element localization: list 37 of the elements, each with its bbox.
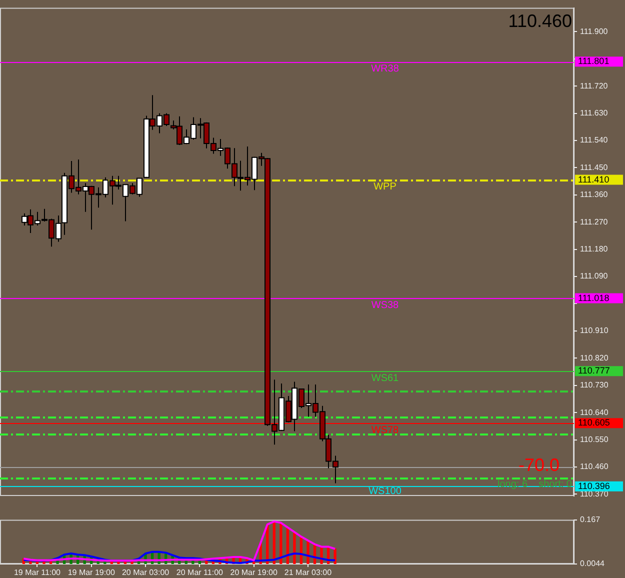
y-tick-label: 111.540: [580, 136, 608, 145]
y-tick-label: 111.450: [580, 162, 608, 172]
x-tick-label: 20 Mar 03:00: [122, 568, 170, 578]
text: 111.018: [578, 292, 610, 303]
y-tick-label: 110.820: [580, 353, 609, 362]
text: 110.396: [578, 480, 610, 491]
x-tick-label: 19 Mar 11:00: [14, 568, 62, 578]
ref-line-label: WS61: [371, 372, 400, 384]
text: 110.777: [578, 366, 610, 376]
ref-line-label: WS100: [368, 486, 402, 497]
y-tick-label: 111.090: [580, 272, 608, 281]
y-tick-label: 111.630: [580, 108, 608, 118]
y-tick-label: 0.167: [580, 515, 601, 524]
y-tick-label: 110.550: [580, 434, 609, 444]
y-tick-label: 111.900: [580, 26, 608, 36]
y-tick-label: 111.360: [580, 190, 608, 200]
y-tick-label: 110.730: [580, 380, 609, 390]
ref-line-label: WR38: [371, 63, 400, 74]
ref-line-label: WS78: [371, 424, 400, 436]
y-tick-label: 111.720: [580, 81, 608, 90]
ref-line-label: WS38: [371, 300, 400, 312]
annotation: 110.460: [508, 10, 572, 31]
y-tick-label: 0.0044: [580, 559, 606, 568]
text: 111.801: [578, 56, 610, 66]
x-tick-label: 20 Mar 11:00: [176, 568, 224, 578]
y-tick-label: 110.640: [580, 408, 609, 417]
y-tick-label: 111.270: [580, 217, 608, 226]
y-tick-label: 110.370: [580, 489, 609, 498]
y-tick-label: 111.180: [580, 244, 608, 254]
y-tick-label: 110.910: [580, 326, 609, 336]
ref-line-label: WPP: [374, 182, 397, 193]
x-tick-label: 19 Mar 19:00: [68, 568, 116, 578]
x-tick-label: 21 Mar 03:00: [284, 568, 332, 578]
y-tick-label: 110.460: [580, 462, 609, 472]
text: 111.410: [578, 174, 610, 184]
x-tick-label: 20 Mar 19:00: [230, 568, 278, 578]
text: 110.605: [578, 418, 610, 428]
